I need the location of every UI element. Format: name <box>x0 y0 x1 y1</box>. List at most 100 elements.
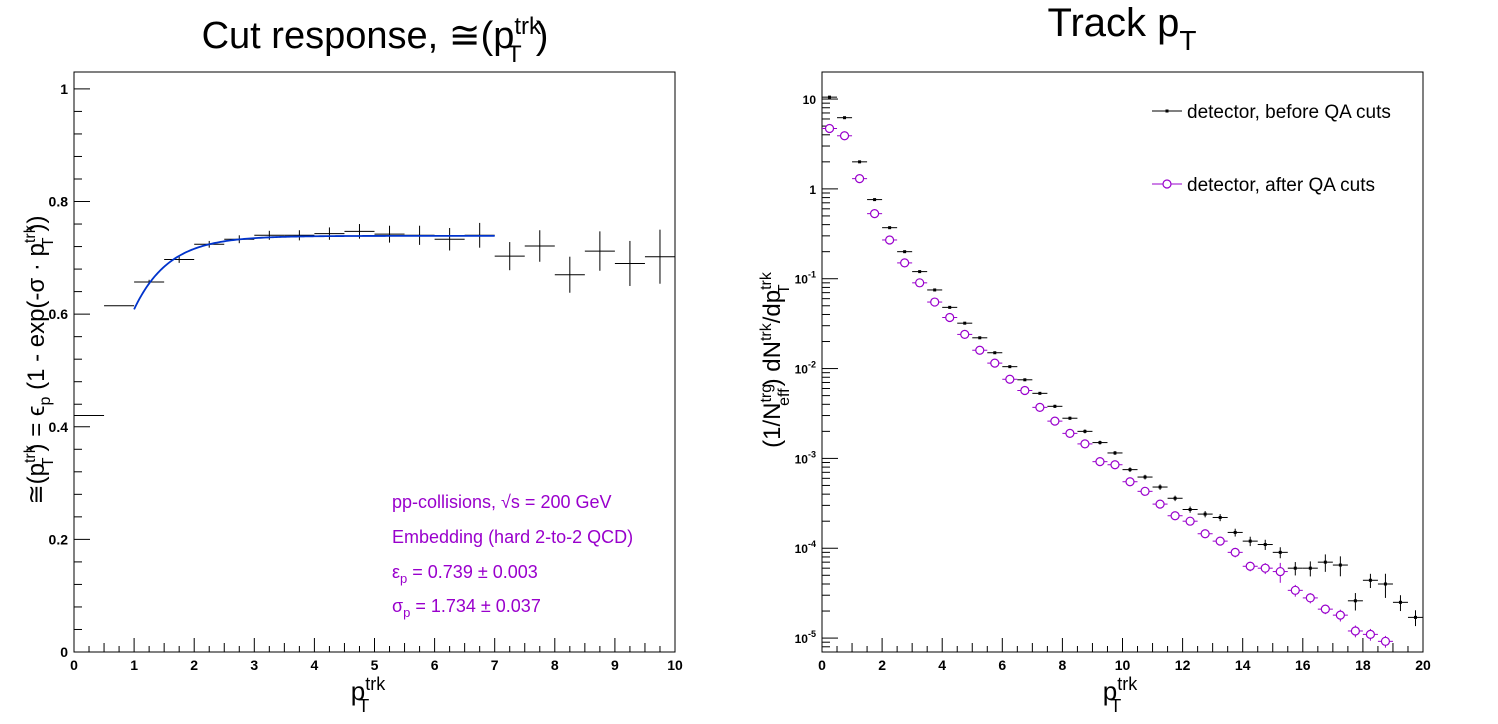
marker-dot <box>1053 404 1057 408</box>
data-point <box>942 305 958 309</box>
marker-dot <box>1413 615 1417 619</box>
marker-dot <box>1218 515 1222 519</box>
legend-label: detector, before QA cuts <box>1187 102 1391 123</box>
annotation-box: pp-collisions, √s = 200 GeV Embedding (ha… <box>392 492 633 620</box>
y-tick-label: 10-2 <box>795 360 816 377</box>
marker-dot <box>1248 539 1252 543</box>
data-point <box>644 229 675 284</box>
marker-circle <box>1005 374 1015 384</box>
data-point <box>837 131 853 141</box>
data-point <box>1197 529 1213 539</box>
data-point <box>1167 495 1183 502</box>
data-point <box>1032 402 1048 412</box>
x-axis-label-left: ptrk T <box>351 674 386 716</box>
x-tick-label: 2 <box>190 657 198 673</box>
annotation-sigma: σp = 1.734 ± 0.037 <box>392 596 541 620</box>
data-point <box>1107 451 1123 455</box>
plot-frame-left <box>73 71 676 653</box>
data-point <box>1092 440 1108 445</box>
x-tick-label: 2 <box>878 657 886 673</box>
marker-dot <box>1203 512 1207 516</box>
data-point <box>1152 484 1168 490</box>
legend-entry: detector, after QA cuts <box>1152 175 1375 196</box>
data-point <box>867 209 883 219</box>
data-point <box>1242 536 1258 547</box>
marker-dot <box>873 198 877 202</box>
marker-circle <box>1245 561 1255 571</box>
series-after-qa <box>822 123 1393 648</box>
data-point <box>1317 604 1333 615</box>
data-point <box>254 230 285 240</box>
data-point <box>584 231 615 271</box>
data-point <box>554 256 585 293</box>
data-point <box>927 297 943 307</box>
x-tick-label: 0 <box>818 657 826 673</box>
marker-circle <box>1095 457 1105 467</box>
track-pt-panel: Track pT 0 2 4 6 8 10 12 14 16 18 20 10-5 10-4 10-3 10… <box>758 1 1431 716</box>
x-tick-label: 4 <box>938 657 946 673</box>
marker-dot <box>1038 391 1042 395</box>
marker-circle <box>1290 585 1300 595</box>
marker-dot <box>1278 550 1282 554</box>
data-point <box>822 95 838 99</box>
marker-dot <box>978 336 982 340</box>
data-point <box>1257 563 1273 575</box>
data-point <box>1167 511 1183 521</box>
marker-circle <box>960 329 970 340</box>
data-point <box>1287 562 1303 576</box>
marker-dot <box>1368 578 1372 582</box>
marker-dot <box>843 116 847 120</box>
data-point <box>1017 385 1033 396</box>
marker-circle <box>1170 511 1180 521</box>
data-point <box>1002 374 1018 384</box>
data-point <box>1137 474 1153 480</box>
marker-circle <box>975 345 985 355</box>
data-point <box>987 358 1003 368</box>
marker-circle <box>1125 477 1135 487</box>
x-tick-label: 18 <box>1355 657 1371 673</box>
data-point <box>927 288 943 292</box>
y-axis-label-left: ≅(ptrkT) = ϵp (1 - exp(-σ · ptrkT)) <box>22 216 57 505</box>
data-point <box>972 345 988 355</box>
marker-dot <box>963 321 967 325</box>
legend-entry: detector, before QA cuts <box>1152 102 1391 123</box>
x-tick-label: 10 <box>1115 657 1131 673</box>
y-tick-label: 10-1 <box>795 270 816 287</box>
data-point <box>434 227 465 251</box>
data-point <box>1137 486 1153 496</box>
x-axis-label-right: ptrk T <box>1103 674 1138 716</box>
data-point <box>1107 460 1123 470</box>
series-before-qa <box>822 95 1423 627</box>
data-point <box>1002 365 1018 369</box>
data-point <box>912 278 928 288</box>
marker-circle <box>1155 499 1165 509</box>
marker-circle <box>900 258 910 268</box>
marker-dot <box>1128 468 1132 472</box>
marker-circle <box>1350 626 1360 636</box>
data-point <box>614 240 645 286</box>
data-point <box>957 329 973 340</box>
data-point <box>524 230 555 262</box>
y-tick-label: 0.8 <box>49 194 69 210</box>
annotation-embedding: Embedding (hard 2-to-2 QCD) <box>392 527 633 547</box>
data-point <box>1092 457 1108 467</box>
legend-label: detector, after QA cuts <box>1187 175 1375 196</box>
x-tick-label: 0 <box>70 657 78 673</box>
marker-dot <box>1398 600 1402 604</box>
marker-circle <box>824 123 835 134</box>
marker-circle <box>1200 529 1210 539</box>
marker-dot <box>1293 566 1297 570</box>
marker-circle <box>945 312 955 323</box>
x-tick-label: 16 <box>1295 657 1311 673</box>
marker-circle <box>1275 566 1285 577</box>
data-point <box>1062 428 1078 438</box>
y-tick-label: 0.6 <box>49 306 69 322</box>
marker-circle <box>1335 610 1345 620</box>
marker-dot <box>1308 566 1312 570</box>
marker-circle <box>1080 439 1090 449</box>
data-point <box>942 312 958 323</box>
data-point <box>1182 516 1198 526</box>
data-point <box>1347 593 1363 611</box>
annotation-eps: εp = 0.739 ± 0.003 <box>392 562 538 586</box>
data-point <box>1197 511 1213 518</box>
